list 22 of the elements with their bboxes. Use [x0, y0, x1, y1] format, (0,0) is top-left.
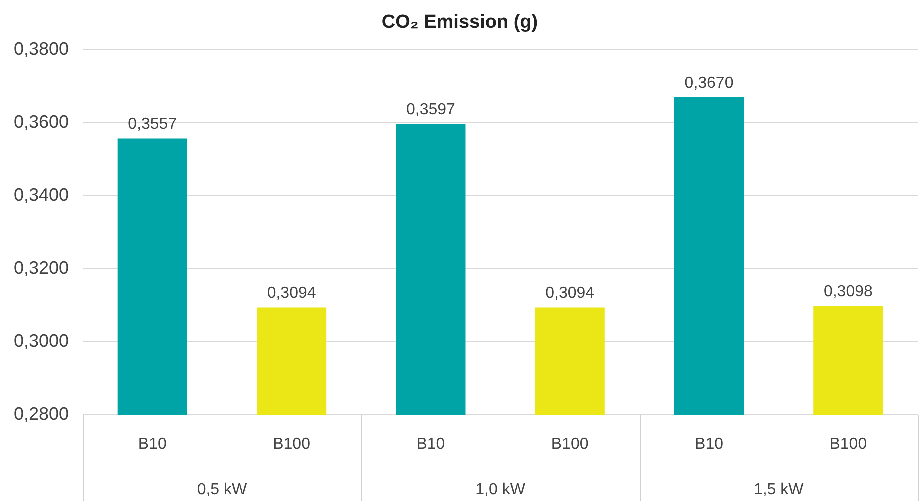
- y-tick-label: 0,3400: [14, 184, 70, 205]
- data-label: 0,3094: [267, 285, 316, 302]
- x-tick-label: B100: [551, 436, 589, 454]
- y-tick-label: 0,3800: [14, 38, 70, 59]
- data-label: 0,3670: [684, 74, 734, 92]
- text: 0,5 kW: [197, 481, 248, 498]
- data-label: 0,3597: [406, 102, 456, 118]
- x-tick-label: B10: [416, 436, 446, 454]
- y-tick-label: 0,3200: [14, 258, 70, 278]
- y-tick-label: 0,3600: [14, 112, 70, 132]
- x-tick-label: B100: [273, 436, 311, 454]
- x-tick-label: B10: [695, 436, 724, 454]
- data-label: 0,3098: [824, 284, 873, 301]
- x-tick-label: B10: [138, 436, 167, 454]
- y-tick-label: 0,3000: [14, 330, 70, 351]
- text: 1,5 kW: [754, 481, 805, 498]
- x-tick-label: B100: [830, 436, 868, 454]
- y-tick-label: 0,2800: [14, 404, 70, 424]
- data-label: 0,3094: [546, 285, 595, 302]
- text: 1,0 kW: [476, 481, 526, 498]
- chart-title: CO₂ Emission (g): [380, 12, 540, 34]
- data-label: 0,3557: [128, 116, 178, 134]
